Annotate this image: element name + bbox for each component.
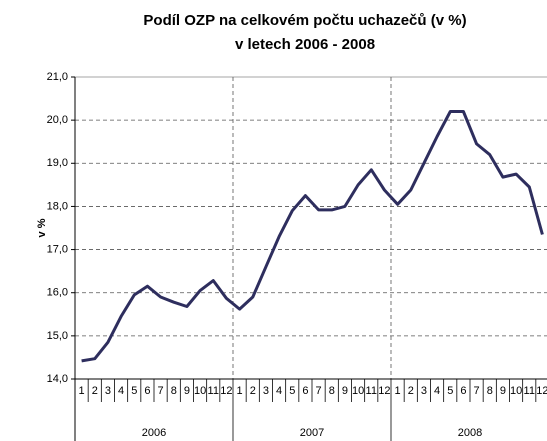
x-tick-label: 4 [118, 385, 124, 397]
x-tick-label: 10 [510, 385, 522, 397]
x-tick-label: 3 [105, 385, 111, 397]
x-tick-label: 6 [460, 385, 466, 397]
x-tick-label: 7 [316, 385, 322, 397]
group-label: 2007 [300, 427, 324, 439]
y-tick-label: 21,0 [47, 71, 68, 83]
y-tick-label: 17,0 [47, 243, 68, 255]
x-tick-label: 10 [352, 385, 364, 397]
chart-title: v letech 2006 - 2008 [235, 36, 375, 53]
x-tick-label: 9 [184, 385, 190, 397]
x-tick-label: 3 [263, 385, 269, 397]
x-tick-label: 3 [421, 385, 427, 397]
y-tick-label: 19,0 [47, 157, 68, 169]
x-tick-label: 2 [92, 385, 98, 397]
y-tick-label: 20,0 [47, 114, 68, 126]
x-tick-label: 1 [79, 385, 85, 397]
data-line [81, 110, 544, 363]
x-tick-label: 2 [250, 385, 256, 397]
x-tick-label: 11 [524, 385, 535, 397]
x-tick-label: 8 [171, 385, 177, 397]
y-tick-label: 14,0 [47, 373, 68, 385]
x-tick-label: 9 [500, 385, 506, 397]
x-tick-label: 7 [474, 385, 480, 397]
x-tick-label: 6 [144, 385, 150, 397]
x-tick-label: 5 [447, 385, 453, 397]
y-tick-label: 15,0 [47, 330, 68, 342]
x-tick-label: 2 [408, 385, 414, 397]
x-tick-label: 4 [434, 385, 440, 397]
x-tick-label: 5 [131, 385, 137, 397]
x-tick-label: 12 [536, 385, 547, 397]
x-tick-label: 7 [158, 385, 164, 397]
x-tick-label: 1 [237, 385, 243, 397]
group-label: 2006 [142, 427, 166, 439]
x-tick-label: 11 [208, 385, 219, 397]
x-tick-label: 9 [342, 385, 348, 397]
x-tick-label: 8 [329, 385, 335, 397]
x-tick-label: 5 [289, 385, 295, 397]
y-tick-label: 16,0 [47, 287, 68, 299]
x-tick-label: 12 [220, 385, 232, 397]
chart-title: Podíl OZP na celkovém počtu uchazečů (v … [143, 12, 466, 29]
x-tick-label: 11 [366, 385, 377, 397]
x-tick-label: 4 [276, 385, 282, 397]
x-tick-label: 1 [395, 385, 401, 397]
x-tick-label: 10 [194, 385, 206, 397]
x-tick-label: 8 [487, 385, 493, 397]
y-tick-label: 18,0 [47, 200, 68, 212]
y-axis-label: v % [36, 218, 48, 237]
x-tick-label: 12 [378, 385, 390, 397]
x-tick-label: 6 [302, 385, 308, 397]
group-label: 2008 [458, 427, 482, 439]
